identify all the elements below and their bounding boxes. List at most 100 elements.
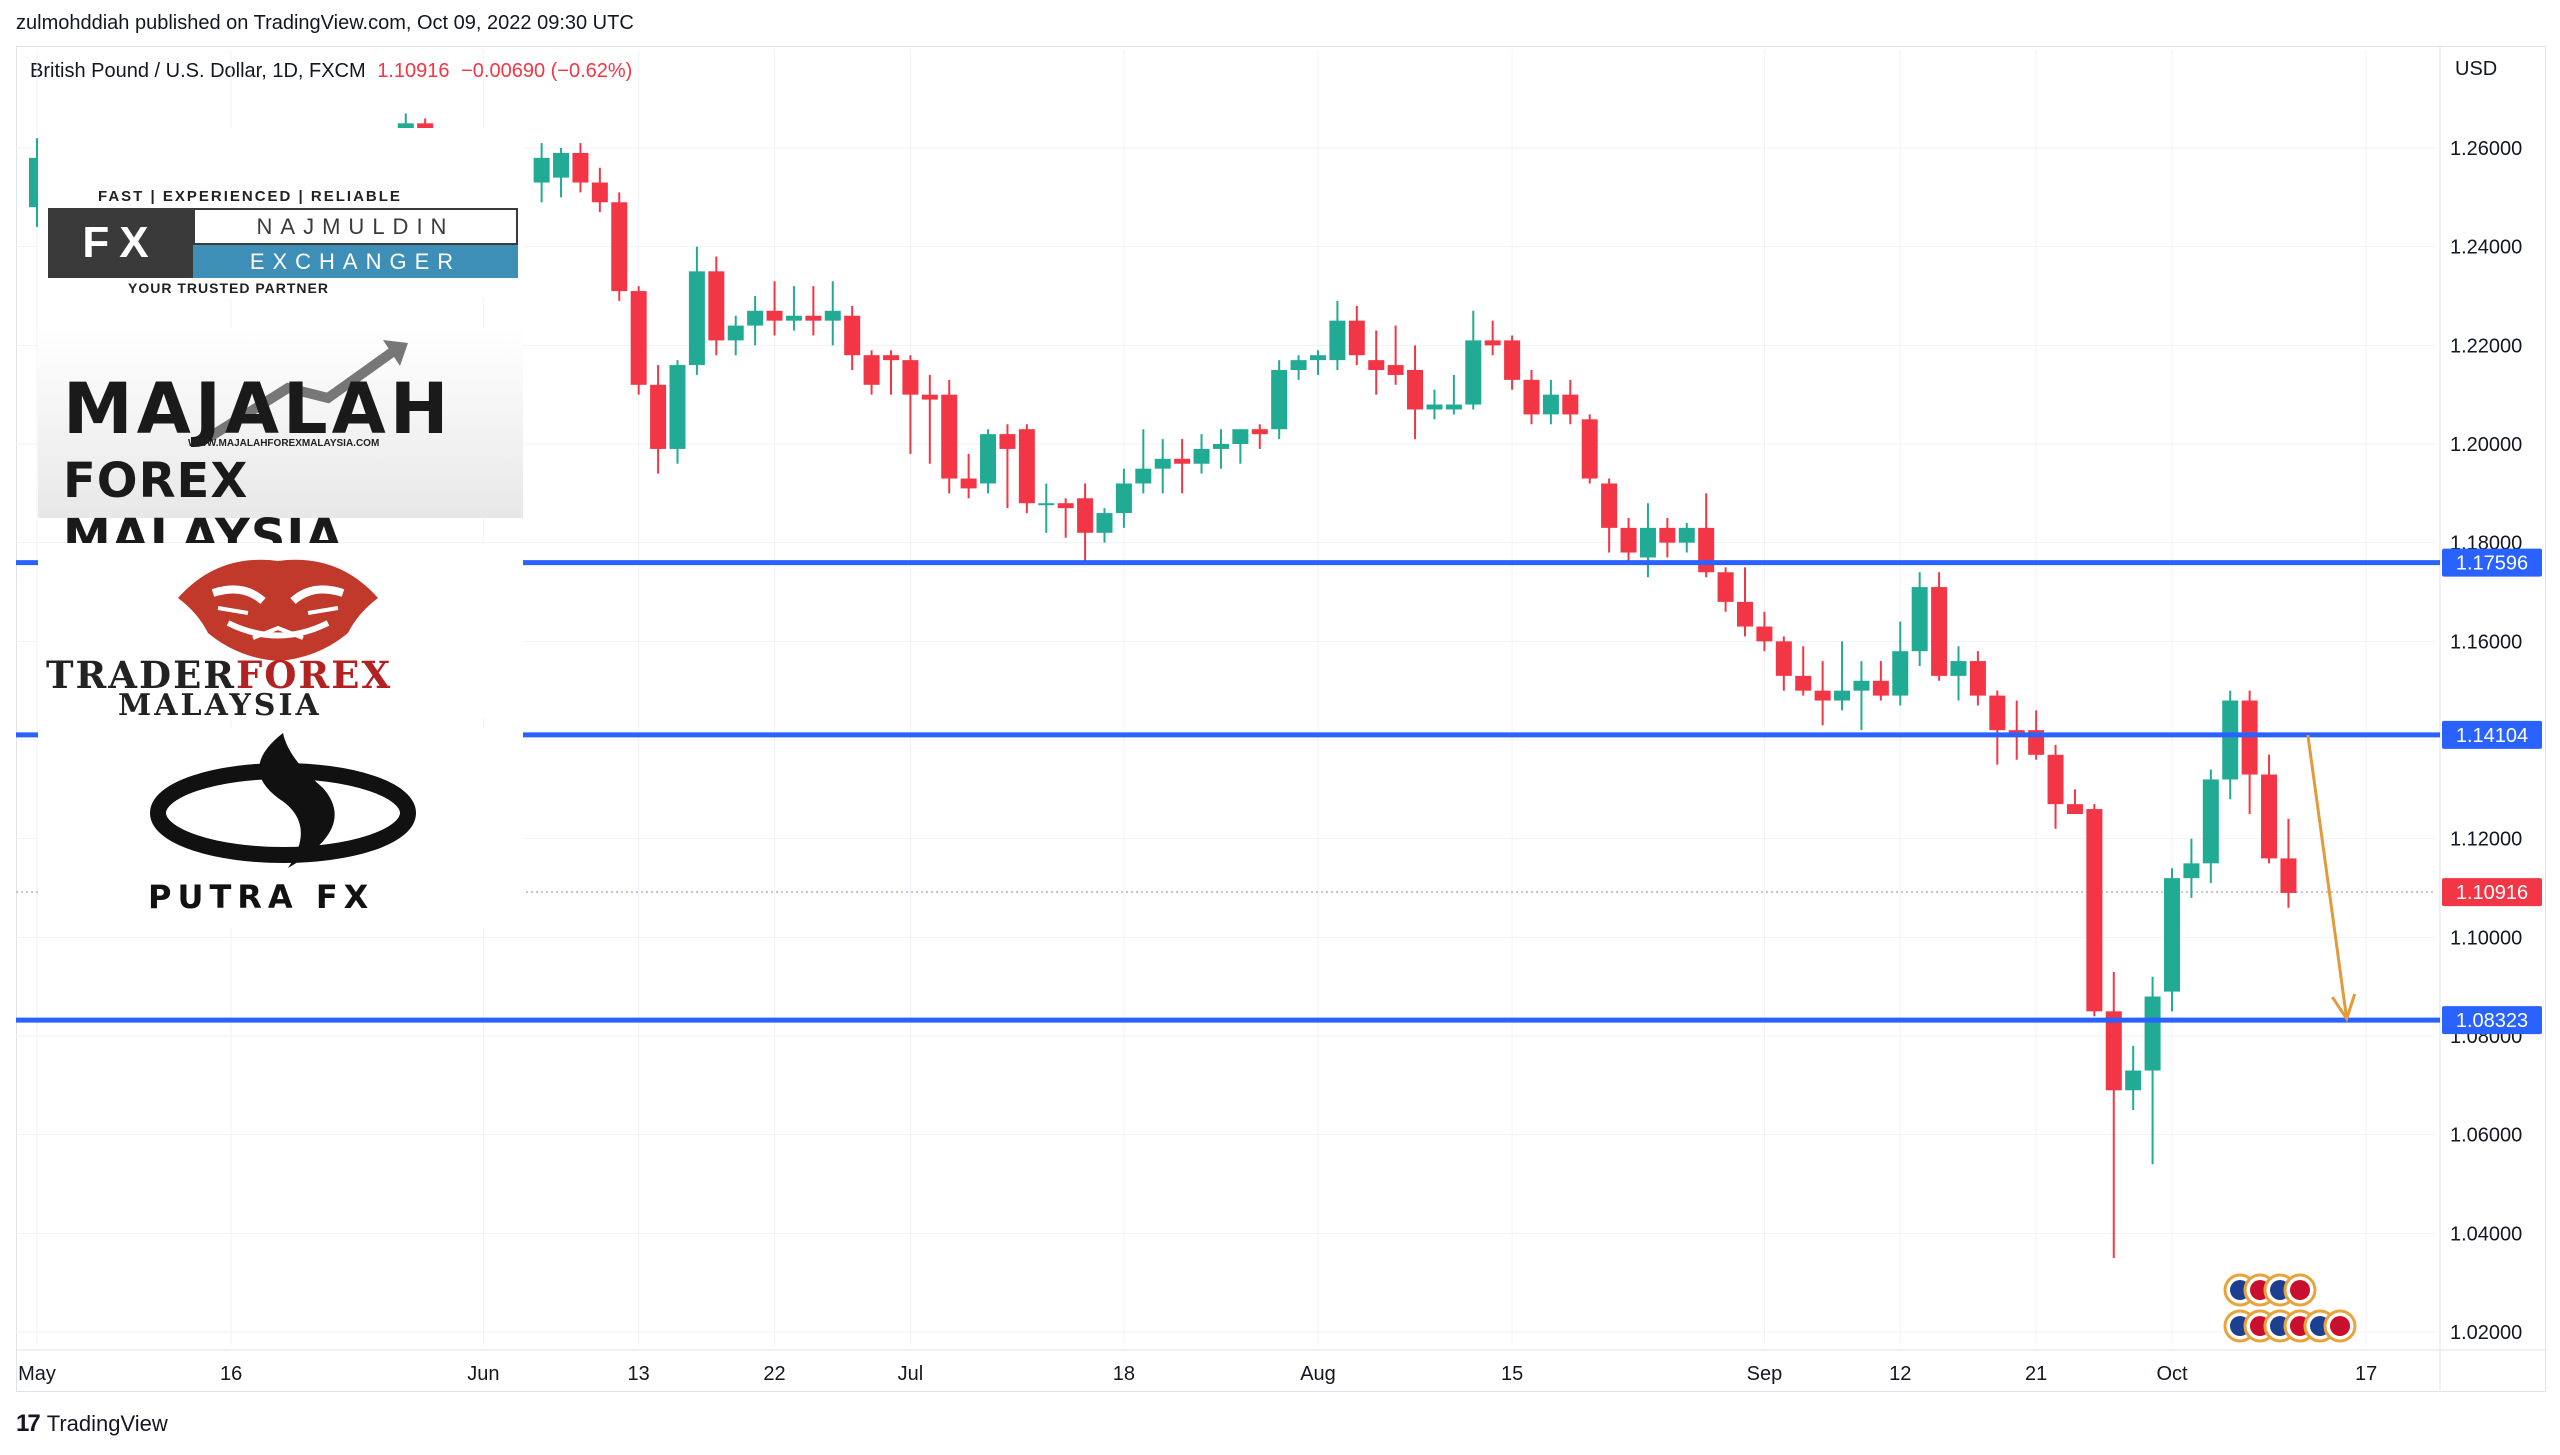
symbol-name: British Pound / U.S. Dollar, 1D, FXCM — [30, 60, 366, 82]
candle-body-up — [1310, 355, 1326, 361]
x-tick-label: 22 — [763, 1363, 785, 1385]
candle-body-down — [572, 152, 589, 183]
putra-swirl-icon — [150, 733, 416, 868]
candle-body-down — [1969, 661, 1986, 696]
candle-body-down — [1077, 498, 1094, 533]
candle-body-down — [708, 271, 725, 341]
candle-body-down — [2047, 754, 2064, 805]
candle-body-up — [1834, 690, 1851, 701]
candle-body-down — [611, 202, 628, 292]
candle-body-up — [2222, 700, 2239, 780]
candle-body-down — [1484, 340, 1501, 346]
x-tick-label: Sep — [1747, 1363, 1783, 1385]
candle-body-down — [1057, 503, 1074, 509]
x-tick-label: Jun — [467, 1363, 499, 1385]
trader-word: TRADER — [46, 653, 237, 697]
last-price-label: 1.10916 — [2456, 882, 2528, 904]
candle-body-up — [1911, 587, 1928, 652]
candle-body-up — [1193, 448, 1210, 464]
fx-name-top: NAJMULDIN — [193, 208, 518, 245]
projection-arrow-head — [2331, 993, 2357, 1023]
candle-body-down — [1387, 365, 1404, 375]
candle-body-up — [1212, 444, 1229, 449]
x-tick-label: 21 — [2025, 1363, 2047, 1385]
candle-body-down — [999, 434, 1016, 449]
candle-body-down — [1620, 527, 1637, 553]
x-tick-label: May — [18, 1363, 56, 1385]
x-tick-label: Aug — [1300, 1363, 1336, 1385]
candle-body-up — [2202, 779, 2219, 864]
y-tick-label: 1.16000 — [2450, 631, 2522, 653]
publisher-line: zulmohddiah published on TradingView.com… — [16, 12, 634, 34]
fx-tagline: FAST | EXPERIENCED | RELIABLE — [98, 188, 402, 205]
candle-body-down — [863, 355, 880, 385]
majalah-arrow-icon — [205, 340, 408, 443]
candle-body-down — [2066, 804, 2083, 814]
candle-body-up — [533, 157, 550, 183]
candle-body-down — [805, 315, 822, 321]
x-tick-label: 12 — [1889, 1363, 1911, 1385]
candle-body-up — [1892, 651, 1909, 696]
candle-body-up — [1542, 394, 1559, 415]
footer-brand[interactable]: 17 TradingView — [16, 1410, 168, 1438]
y-tick-label: 1.22000 — [2450, 335, 2522, 357]
candle-body-down — [1989, 695, 2006, 731]
x-tick-label: 15 — [1501, 1363, 1523, 1385]
candle-body-down — [1174, 458, 1191, 464]
candle-body-down — [1698, 527, 1715, 573]
symbol-price: 1.10916 — [377, 60, 450, 82]
candle-body-down — [2280, 858, 2297, 893]
candle-body-down — [1717, 572, 1734, 602]
candle-body-down — [1562, 394, 1579, 415]
candle-body-down — [1931, 587, 1948, 676]
putra-fx-logo: PUTRA FX — [38, 728, 523, 928]
candle-body-up — [669, 365, 686, 449]
x-tick-label: 17 — [2355, 1363, 2377, 1385]
candle-body-down — [1018, 429, 1035, 504]
candle-body-up — [1426, 404, 1443, 410]
symbol-legend[interactable]: British Pound / U.S. Dollar, 1D, FXCM 1.… — [30, 60, 632, 83]
candle-body-down — [941, 394, 958, 479]
x-tick-label: Jul — [898, 1363, 924, 1385]
candle-body-down — [1407, 370, 1424, 410]
candle-body-up — [1678, 527, 1695, 543]
fx-name-bottom: EXCHANGER — [193, 245, 518, 278]
currency-label[interactable]: USD — [2455, 58, 2498, 80]
candle-body-up — [1096, 513, 1113, 533]
candle-body-up — [785, 315, 802, 321]
candle-body-up — [1135, 468, 1152, 484]
candle-body-down — [883, 355, 899, 361]
trader-line1: TRADERFOREX — [46, 653, 392, 697]
tradingview-brand: TradingView — [46, 1411, 168, 1436]
symbol-change: −0.00690 (−0.62%) — [461, 60, 633, 82]
candle-body-up — [2125, 1070, 2142, 1091]
candle-body-down — [2261, 774, 2278, 859]
level-price-label: 1.17596 — [2456, 553, 2528, 575]
candle-body-down — [1523, 379, 1540, 415]
tiger-icon — [178, 559, 378, 661]
candle-body-down — [1251, 429, 1268, 435]
candle-body-down — [1737, 601, 1753, 627]
x-tick-label: 16 — [220, 1363, 242, 1385]
fx-exchanger-logo: FAST | EXPERIENCED | RELIABLE FX NAJMULD… — [38, 128, 523, 298]
candle-body-up — [1329, 320, 1346, 361]
candle-body-down — [591, 182, 608, 203]
candle-body-up — [1232, 429, 1249, 444]
y-tick-label: 1.24000 — [2450, 237, 2522, 259]
tradingview-logo-icon: 17 — [16, 1410, 41, 1437]
majalah-title: MAJALAH — [63, 368, 453, 450]
candle-body-up — [2183, 863, 2200, 879]
candle-body-down — [960, 478, 977, 489]
candle-body-down — [766, 310, 783, 321]
fx-mark: FX — [48, 208, 193, 278]
x-tick-label: 18 — [1113, 1363, 1135, 1385]
candle-body-down — [2086, 809, 2103, 1012]
majalah-url: WWW.MAJALAHFOREXMALAYSIA.COM — [188, 438, 380, 449]
projection-arrow-line — [2306, 734, 2349, 1019]
majalah-logo: MAJALAH WWW.MAJALAHFOREXMALAYSIA.COM FOR… — [38, 328, 523, 565]
candle-body-up — [1465, 340, 1482, 405]
candle-body-up — [2144, 996, 2161, 1071]
candle-body-down — [1601, 483, 1618, 528]
event-flag-fill — [2330, 1316, 2350, 1336]
level-price-label: 1.14104 — [2456, 725, 2528, 747]
